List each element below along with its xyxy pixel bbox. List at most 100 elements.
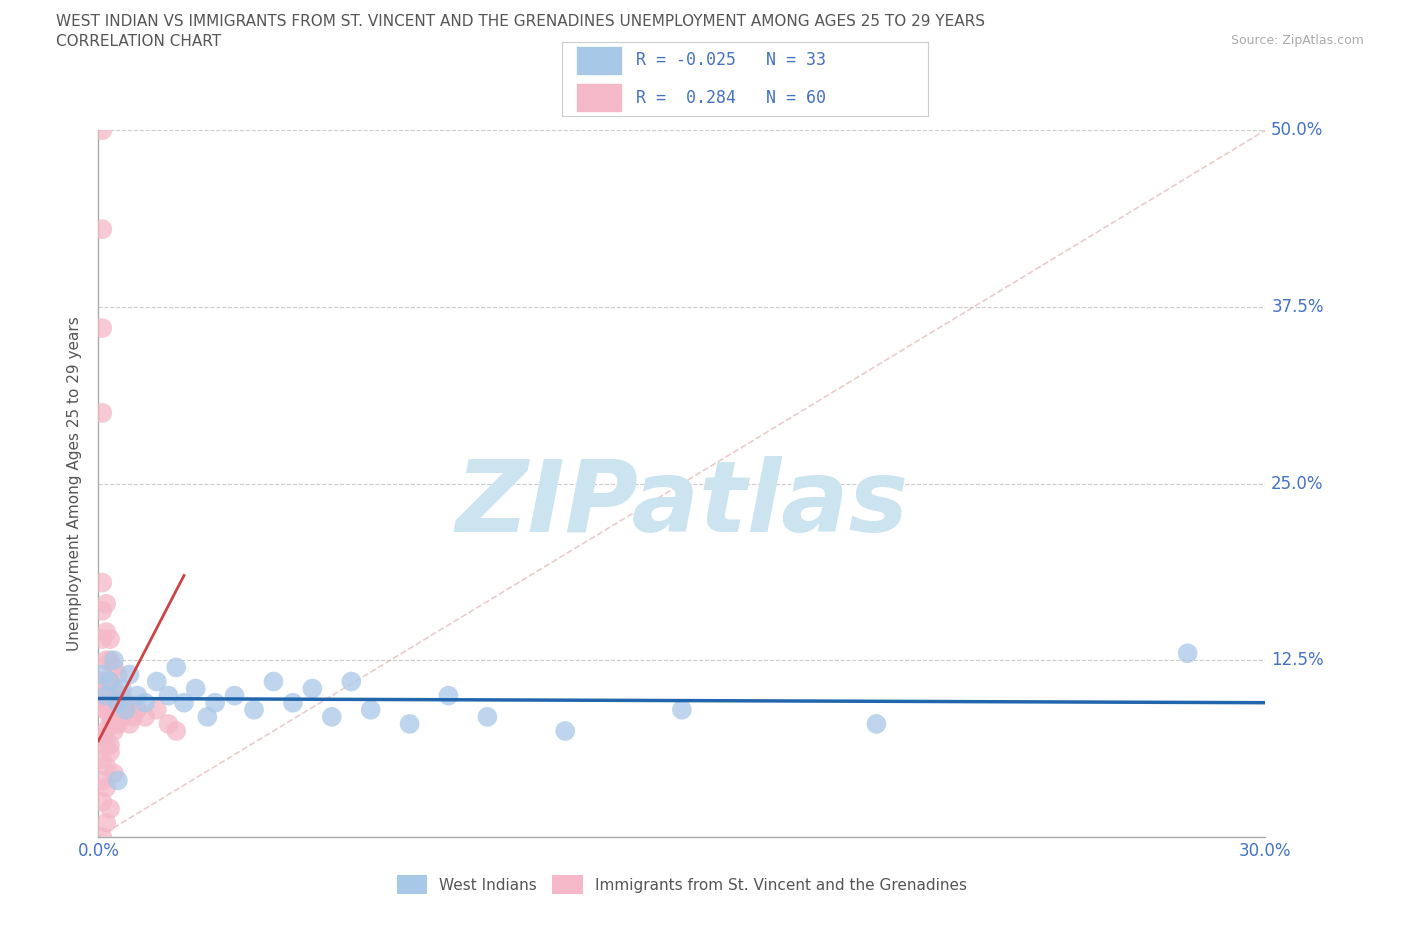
Point	[103, 766, 125, 781]
Point	[98, 688, 121, 703]
Point	[96, 688, 118, 703]
Point	[195, 710, 218, 724]
Point	[91, 794, 114, 809]
Point	[96, 596, 118, 611]
Point	[91, 631, 114, 646]
Point	[184, 681, 207, 696]
Point	[96, 759, 118, 774]
Point	[1177, 645, 1199, 660]
Point	[114, 702, 136, 717]
Point	[204, 696, 226, 711]
Text: 50.0%: 50.0%	[1271, 121, 1323, 140]
Point	[122, 710, 145, 724]
Point	[103, 681, 125, 696]
Bar	[576, 85, 621, 111]
Point	[114, 702, 136, 717]
Point	[118, 667, 141, 682]
Point	[165, 724, 187, 738]
Point	[91, 221, 114, 236]
Point	[554, 724, 576, 738]
Point	[103, 716, 125, 731]
Point	[477, 710, 499, 724]
Text: 25.0%: 25.0%	[1271, 474, 1323, 493]
Point	[103, 724, 125, 738]
Point	[98, 710, 121, 724]
Point	[107, 667, 129, 682]
Point	[91, 751, 114, 766]
Text: WEST INDIAN VS IMMIGRANTS FROM ST. VINCENT AND THE GRENADINES UNEMPLOYMENT AMONG: WEST INDIAN VS IMMIGRANTS FROM ST. VINCE…	[56, 14, 986, 29]
Point	[107, 696, 129, 711]
Point	[118, 716, 141, 731]
Point	[127, 702, 149, 717]
Point	[103, 660, 125, 675]
Point	[157, 716, 180, 731]
Point	[91, 604, 114, 618]
Point	[91, 667, 114, 682]
Bar	[576, 47, 621, 73]
Point	[91, 830, 114, 844]
Point	[103, 653, 125, 668]
Point	[224, 688, 246, 703]
Text: CORRELATION CHART: CORRELATION CHART	[56, 34, 221, 49]
Point	[91, 731, 114, 746]
Point	[96, 681, 118, 696]
Point	[134, 710, 156, 724]
Point	[98, 653, 121, 668]
Point	[98, 696, 121, 711]
Point	[165, 660, 187, 675]
Point	[96, 702, 118, 717]
Point	[103, 702, 125, 717]
Point	[98, 631, 121, 646]
Point	[91, 405, 114, 420]
Point	[398, 716, 420, 731]
Point	[107, 773, 129, 788]
Text: R =  0.284   N = 60: R = 0.284 N = 60	[636, 88, 825, 107]
Point	[118, 702, 141, 717]
Point	[96, 702, 118, 717]
Point	[98, 674, 121, 689]
Point	[127, 688, 149, 703]
Legend: West Indians, Immigrants from St. Vincent and the Grenadines: West Indians, Immigrants from St. Vincen…	[391, 870, 973, 900]
Point	[98, 737, 121, 752]
Point	[96, 625, 118, 640]
Point	[111, 710, 134, 724]
Text: R = -0.025   N = 33: R = -0.025 N = 33	[636, 51, 825, 70]
Point	[111, 688, 134, 703]
Point	[107, 696, 129, 711]
Point	[173, 696, 195, 711]
Point	[96, 674, 118, 689]
Point	[91, 674, 114, 689]
Text: Source: ZipAtlas.com: Source: ZipAtlas.com	[1230, 34, 1364, 47]
Point	[91, 123, 114, 138]
Point	[865, 716, 887, 731]
Point	[91, 321, 114, 336]
Point	[114, 696, 136, 711]
Point	[146, 702, 169, 717]
Point	[98, 716, 121, 731]
Point	[321, 710, 343, 724]
Point	[360, 702, 382, 717]
Point	[107, 688, 129, 703]
Point	[111, 710, 134, 724]
Point	[243, 702, 266, 717]
Point	[301, 681, 323, 696]
Text: ZIPatlas: ZIPatlas	[456, 457, 908, 553]
Point	[107, 716, 129, 731]
Point	[281, 696, 304, 711]
Point	[146, 674, 169, 689]
Point	[262, 674, 284, 689]
Point	[671, 702, 693, 717]
Point	[91, 696, 114, 711]
Point	[91, 773, 114, 788]
Text: 12.5%: 12.5%	[1271, 651, 1324, 670]
Point	[340, 674, 363, 689]
Point	[96, 724, 118, 738]
Point	[96, 653, 118, 668]
Point	[134, 696, 156, 711]
Point	[103, 696, 125, 711]
Point	[96, 737, 118, 752]
Point	[91, 575, 114, 590]
Point	[437, 688, 460, 703]
Point	[96, 816, 118, 830]
Point	[98, 802, 121, 817]
